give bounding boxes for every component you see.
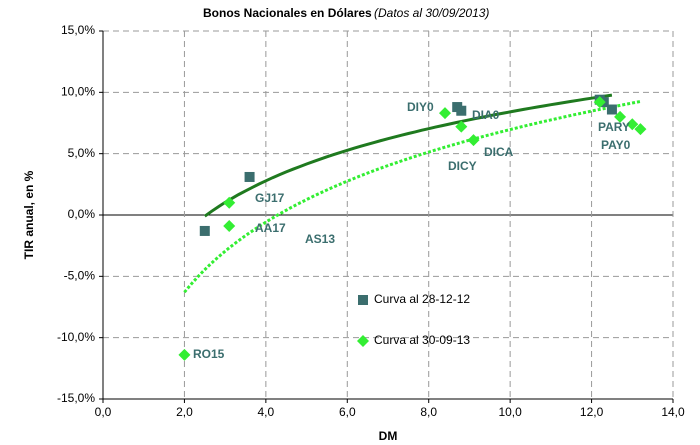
- y-tick-label: 15,0%: [61, 23, 95, 37]
- point-label: AS13: [305, 232, 335, 246]
- y-tick-label: 10,0%: [61, 85, 95, 99]
- x-tick-label: 4,0: [258, 405, 275, 419]
- point: [606, 104, 617, 115]
- point: [626, 118, 639, 131]
- point-label: PAY0: [601, 138, 631, 152]
- point: [223, 196, 236, 209]
- legend-marker: [357, 335, 369, 347]
- point: [456, 105, 467, 116]
- y-tick-label: 0,0%: [68, 207, 96, 221]
- point-label: DICA: [484, 145, 514, 159]
- x-tick-label: 6,0: [339, 405, 356, 419]
- x-tick-label: 14,0: [661, 405, 685, 419]
- y-tick-label: -5,0%: [64, 269, 96, 283]
- point-label: DICY: [448, 159, 477, 173]
- point: [593, 96, 606, 109]
- point: [634, 123, 647, 136]
- point: [199, 225, 210, 236]
- x-tick-label: 2,0: [176, 405, 193, 419]
- point-label: DIA0: [472, 108, 500, 122]
- point: [614, 110, 627, 123]
- point: [178, 348, 191, 361]
- y-axis-label: TIR anual, en %: [22, 170, 36, 259]
- x-axis-label: DM: [379, 429, 398, 443]
- legend-label: Curva al 28-12-12: [374, 292, 470, 306]
- legend-marker: [358, 295, 368, 305]
- trendline: [183, 100, 641, 294]
- y-tick-label: -10,0%: [57, 330, 95, 344]
- y-tick-label: 5,0%: [68, 146, 96, 160]
- x-tick-label: 12,0: [580, 405, 604, 419]
- y-tick-label: -15,0%: [57, 391, 95, 405]
- point: [467, 134, 480, 147]
- point-label: RO15: [193, 347, 225, 361]
- point: [223, 220, 236, 233]
- point-label: DIY0: [407, 100, 434, 114]
- x-tick-label: 8,0: [420, 405, 437, 419]
- x-tick-label: 0,0: [95, 405, 112, 419]
- legend-label: Curva al 30-09-13: [374, 333, 470, 347]
- chart-title: Bonos Nacionales en Dólares: [203, 6, 372, 20]
- point: [244, 171, 255, 182]
- point-label: PARY: [598, 120, 630, 134]
- x-tick-label: 10,0: [498, 405, 522, 419]
- chart-subtitle: (Datos al 30/09/2013): [374, 6, 489, 20]
- point: [455, 120, 468, 133]
- point-label: AA17: [255, 221, 286, 235]
- point: [439, 107, 451, 120]
- point-label: GJ17: [255, 191, 285, 205]
- trendline: [203, 93, 613, 218]
